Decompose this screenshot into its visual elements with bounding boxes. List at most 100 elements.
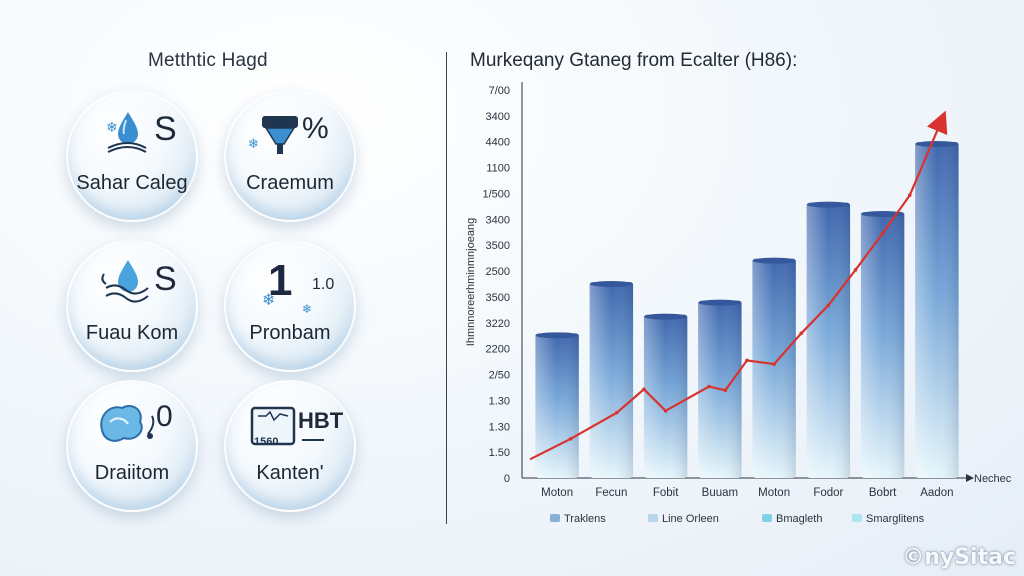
watermark: ©nySitac	[902, 545, 1016, 570]
bar	[860, 211, 905, 478]
y-tick-label: 1/500	[482, 188, 510, 200]
y-tick-label: 4400	[486, 137, 510, 149]
x-category-label: Fodor	[813, 487, 843, 499]
trend-point	[799, 331, 804, 336]
bar-cap	[752, 257, 796, 264]
trend-point	[568, 437, 573, 441]
tile-funnel-percent[interactable]: ❄ % Craemum	[224, 90, 356, 222]
y-tick-label: 3400	[486, 111, 510, 123]
tile-label: Kanten'	[256, 462, 324, 484]
y-tick-label: 1100	[486, 163, 510, 175]
tile-badge: %	[302, 112, 329, 145]
water-drop-book-icon: ❄	[88, 104, 178, 160]
y-tick-label: 1.50	[489, 447, 510, 459]
x-category-label: Moton	[758, 487, 790, 499]
tile-badge-small: 1.0	[312, 276, 335, 293]
bar	[752, 257, 796, 478]
tile-badge: S	[154, 260, 177, 298]
left-panel-title: Metthtic Hagd	[148, 50, 268, 71]
bar-cap	[915, 141, 959, 147]
number-one-icon: 1	[268, 256, 293, 305]
legend-swatch	[852, 514, 862, 522]
tile-label: Draiitom	[94, 462, 170, 484]
y-tick-label: 2200	[486, 344, 510, 356]
tile-water-book[interactable]: ❄ S Sahar Caleg	[66, 90, 198, 222]
bar	[643, 313, 688, 478]
trend-point	[907, 193, 912, 197]
tile-badge: 0	[156, 400, 173, 433]
legend-item: Smarglitens	[852, 513, 925, 525]
tile-thermometer-box[interactable]: 1560 HBT Kanten'	[224, 380, 356, 512]
y-tick-label: 1.30	[489, 395, 510, 407]
y-tick-label: 1.30	[489, 421, 510, 433]
chart-title: Murkeqany Gtaneg from Ecalter (H86):	[470, 50, 798, 71]
legend-item: Bmagleth	[762, 513, 822, 525]
y-tick-label: 3400	[486, 214, 510, 226]
bar-cap	[806, 201, 851, 208]
y-tick-label: 3500	[486, 240, 510, 252]
snowflake-icon: ❄	[262, 290, 276, 309]
tile-label: Craemum	[246, 172, 334, 194]
bar	[806, 201, 851, 478]
x-category-label: Buuam	[702, 487, 738, 499]
legend-swatch	[550, 514, 560, 522]
y-axis-label: Ihmnnoreerhminmnjoeang	[465, 218, 477, 346]
bar-shine	[589, 282, 634, 478]
y-tick-label: 0	[504, 473, 510, 485]
trend-point	[826, 303, 831, 308]
bar-cap	[589, 281, 634, 287]
legend-swatch	[648, 514, 658, 522]
water-drop-waves-icon	[88, 254, 178, 310]
trend-point	[745, 358, 749, 363]
x-category-label: Fobit	[653, 487, 679, 499]
y-tick-label: 3500	[486, 292, 510, 304]
bar	[915, 141, 959, 478]
bar-shine	[806, 202, 851, 478]
tile-label: Fuau Kom	[85, 322, 179, 344]
x-axis-arrow	[966, 474, 974, 482]
tile-badge-small: 1560	[254, 436, 279, 448]
tile-label: Pronbam	[249, 322, 331, 344]
bar-cap	[535, 332, 579, 339]
legend-item: Line Orleen	[648, 513, 719, 525]
bar	[589, 281, 634, 478]
y-tick-label: 2/50	[489, 370, 510, 382]
tile-badge: S	[154, 110, 177, 148]
svg-text:❄: ❄	[248, 137, 259, 152]
tile-badge: HBT	[298, 408, 344, 433]
svg-text:❄: ❄	[106, 120, 118, 136]
bar-chart: 7/00 3400 4400 1100 1/500 3400 3500 2500 3500 322…	[465, 82, 1012, 525]
legend-label: Smarglitens	[866, 513, 925, 525]
tile-label: Sahar Caleg	[76, 172, 188, 194]
trend-point	[880, 231, 885, 236]
trend-point	[642, 387, 646, 392]
x-category-label: Bobrt	[869, 487, 897, 499]
legend-label: Traklens	[564, 513, 606, 525]
legend-item: Traklens	[550, 513, 606, 525]
trend-point	[663, 409, 668, 413]
thermometer-box-icon	[246, 394, 336, 450]
x-category-label: Aadon	[920, 487, 953, 499]
water-creature-icon	[88, 394, 178, 450]
bar-shine	[535, 333, 579, 478]
trend-point	[707, 384, 711, 389]
trend-point	[853, 268, 858, 272]
bar	[535, 332, 579, 478]
x-category-label: Fecun	[595, 487, 627, 499]
x-category-label: Moton	[541, 487, 573, 499]
trend-point	[772, 362, 776, 366]
tile-number-one[interactable]: 1 1.0 ❄ ❄ Pronbam	[224, 240, 356, 372]
y-tick-label: 7/00	[489, 85, 510, 97]
y-tick-label: 3220	[486, 318, 510, 330]
tile-water-waves[interactable]: S Fuau Kom	[66, 240, 198, 372]
y-tick-label: 2500	[486, 266, 510, 278]
bar-shine	[860, 212, 905, 478]
x-axis-label: Nechec	[974, 473, 1012, 485]
bar-shine	[915, 142, 959, 478]
tile-water-creature[interactable]: 0 Draiitom	[66, 380, 198, 512]
trend-point	[723, 388, 728, 393]
bar-cap	[643, 313, 688, 320]
bar-shine	[752, 258, 796, 478]
legend-swatch	[762, 514, 772, 522]
bar-cap	[860, 211, 905, 217]
